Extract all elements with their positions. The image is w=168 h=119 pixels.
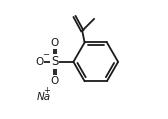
Text: O: O — [35, 57, 44, 67]
Text: −: − — [42, 50, 49, 59]
Text: Na: Na — [37, 92, 51, 102]
Text: O: O — [50, 76, 59, 86]
Text: O: O — [50, 38, 59, 48]
Text: +: + — [43, 86, 50, 95]
Text: S: S — [51, 55, 58, 68]
